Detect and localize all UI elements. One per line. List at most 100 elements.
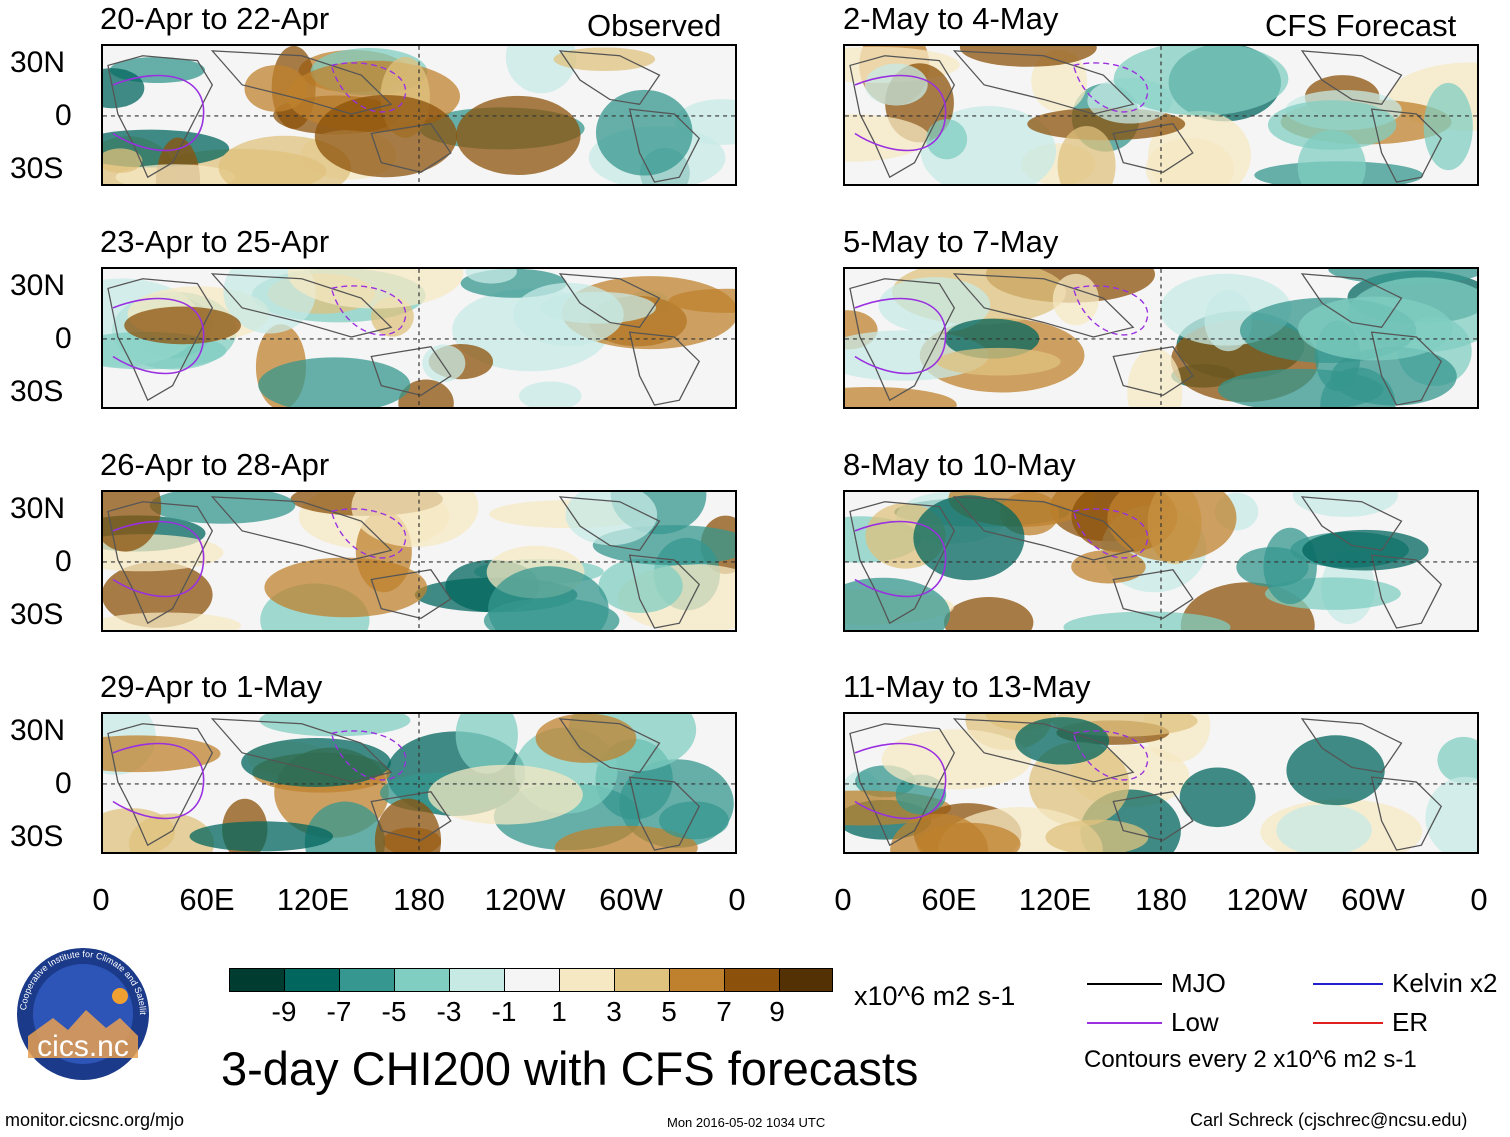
anomaly-blob [314,94,458,178]
colorbar-tick: 5 [661,996,677,1027]
legend-line-kelvin [1313,983,1383,985]
lat-label-30s: 30S [10,598,64,631]
low-contour-dashed [1072,285,1149,336]
anomaly-blob [1425,776,1477,852]
continent-outline [370,346,452,397]
colorbar [229,968,833,992]
continent-outline [628,554,701,629]
continent-outline [107,278,214,402]
lon-label: 60W [1341,882,1405,917]
anomaly-blob [1071,550,1146,584]
continent-outline [107,723,214,847]
low-contour [112,297,205,375]
legend-line-mjo [1087,983,1162,985]
cics-logo: Cooperative Institute for Climate and Sa… [5,940,158,1080]
anomaly-blob [455,714,518,774]
lon-label: 120W [484,882,566,917]
lat-label-30s: 30S [10,375,64,408]
map-frame [843,267,1479,409]
low-contour [112,742,205,820]
anomaly-blob [926,119,968,160]
anomaly-blob [465,269,517,284]
anomaly-blob [124,306,242,345]
anomaly-blob [658,801,729,840]
low-contour-dashed [1072,730,1149,781]
colorbar-units: x10^6 m2 s-1 [854,981,1016,1011]
colorbar-tick: -5 [381,996,407,1027]
legend-line-er [1313,1022,1383,1024]
anomaly-blob [259,714,411,737]
continent-outline [210,273,393,338]
anomaly-blob [241,738,391,787]
panel-title: 5-May to 7-May [843,224,1059,259]
continent-outline [370,791,452,842]
colorbar-tick: 3 [606,996,622,1027]
anomaly-blob [1113,46,1289,116]
panel-title: 26-Apr to 28-Apr [100,447,330,482]
lat-label-30s: 30S [10,152,64,185]
map-field [103,46,735,184]
lon-label: 60E [921,882,977,917]
map-frame [101,44,737,186]
anomaly-blob [668,288,735,313]
continent-outline [1112,123,1194,174]
anomaly-blob [845,386,957,407]
anomaly-blob [1236,547,1309,588]
lon-label: 60E [179,882,235,917]
anomaly-blob [916,822,1021,852]
panel-title: 2-May to 4-May [843,1,1059,36]
lon-label: 0 [728,882,746,917]
lon-label: 0 [834,882,852,917]
continent-outline [210,496,393,561]
continent-outline [1112,346,1194,397]
colorbar-tick: 9 [769,996,785,1027]
lat-label-eq: 0 [55,545,72,578]
panel-title: 20-Apr to 22-Apr [100,1,330,36]
lon-label: 0 [1470,882,1488,917]
map-frame [843,490,1479,632]
anomaly-blob [1267,100,1397,150]
map-frame [101,267,737,409]
continent-outline [1300,718,1403,774]
anomaly-blob [115,164,236,184]
continent-outline [558,718,661,774]
colorbar-tick: 1 [551,996,567,1027]
colorbar-cell [339,968,395,992]
low-contour [854,74,947,152]
anomaly-blob [264,557,428,618]
low-contour-dashed [1072,62,1149,113]
colorbar-cell [779,968,833,992]
observed-column-label: Observed [587,8,722,43]
lon-label: 180 [393,882,445,917]
anomaly-blob [1063,611,1231,630]
panel-title: 29-Apr to 1-May [100,669,323,704]
anomaly-blob [598,558,683,613]
anomaly-blob [1217,368,1384,407]
anomaly-blob [535,714,637,763]
lat-label-eq: 0 [55,322,72,355]
low-contour-dashed [330,508,407,559]
colorbar-cell [669,968,725,992]
anomaly-blob [427,764,583,825]
anomaly-blob [483,597,620,630]
continent-outline [1112,569,1194,620]
footer-url[interactable]: monitor.cicsnc.org/mjo [5,1110,185,1130]
map-frame [843,712,1479,854]
anomaly-blob [518,381,582,407]
anomaly-blob [189,821,334,852]
lat-label-eq: 0 [55,99,72,132]
map-field [845,714,1477,852]
continent-outline [952,718,1135,783]
anomaly-blob [595,89,693,176]
continent-outline [628,331,701,406]
anomaly-blob [881,729,1032,790]
anomaly-blob [1052,273,1099,326]
colorbar-cell [504,968,560,992]
colorbar-tick: -3 [436,996,462,1027]
anomaly-blob [1302,529,1429,571]
continent-outline [952,50,1135,115]
colorbar-tick: -7 [326,996,352,1027]
continent-outline [1300,50,1403,106]
anomaly-blob [553,47,656,71]
anomaly-blob [103,808,176,852]
